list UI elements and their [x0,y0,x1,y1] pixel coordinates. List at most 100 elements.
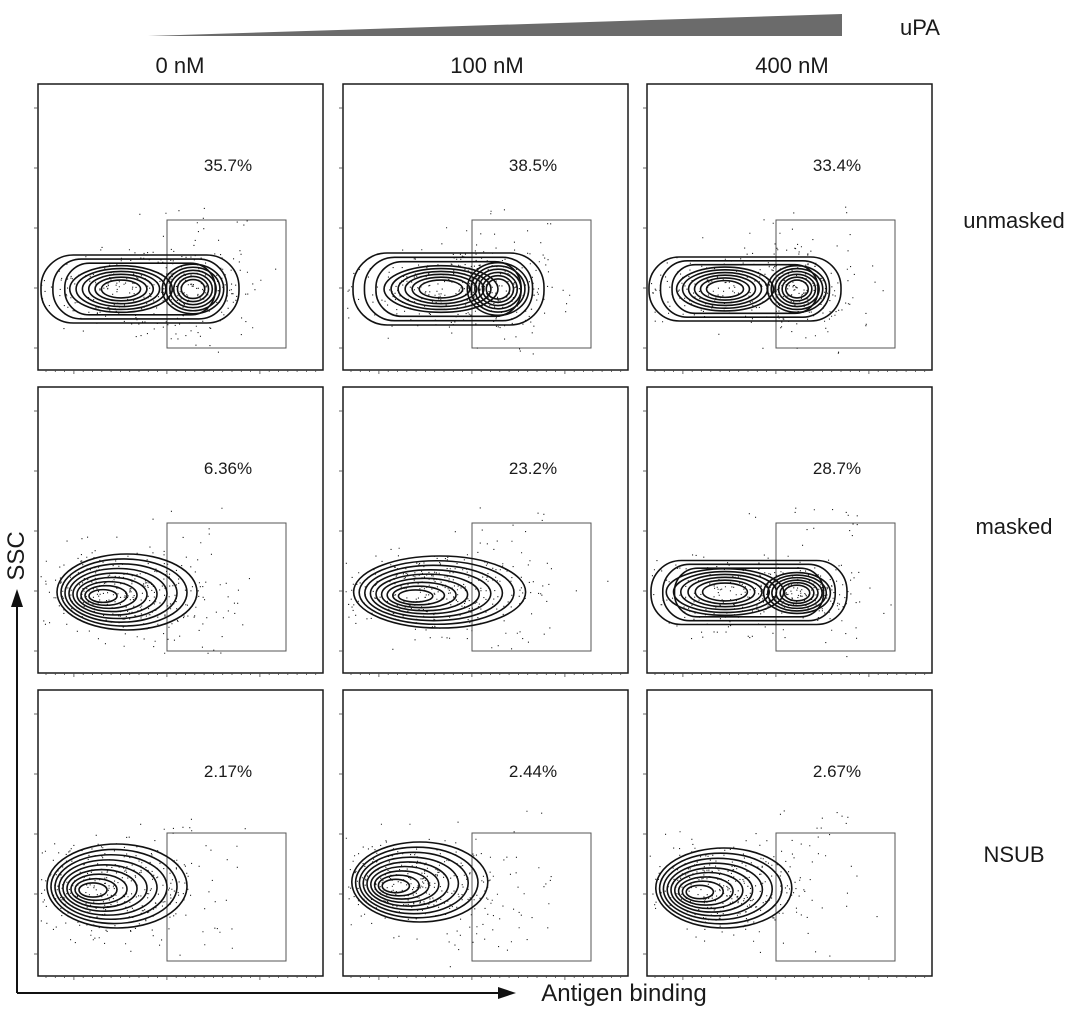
contour-ring [781,276,813,302]
y-axis-label: SSC [3,531,30,580]
contour-ring [381,878,411,894]
event-dot-cloud [347,209,571,355]
axis-ticks [339,107,622,374]
contour-envelope [659,260,831,318]
contour-ring [161,263,225,315]
contour-ring [777,273,817,305]
contour-ring [81,270,161,308]
panel-frame [342,386,629,674]
contour-ring [354,846,479,919]
contour-ring [176,275,210,303]
panel-frame [646,83,933,371]
contour-lines [648,256,842,322]
axis-ticks [643,107,926,374]
contour-ring [50,848,178,925]
contour-ring [62,864,148,912]
contour-ring [373,870,430,900]
contour-ring [180,278,206,300]
x-axis-label: Antigen binding [541,980,706,1007]
contour-ring [397,589,434,603]
contour-ring [675,266,775,312]
contour-ring [74,877,118,902]
contour-ring [466,261,530,317]
contour-envelope [63,262,217,316]
event-dots [40,507,250,654]
gate-box [166,832,287,962]
contour-ring [390,267,492,311]
contour-lines [650,559,848,626]
contour-ring [673,871,744,910]
contour-ring [418,279,464,299]
contour-ring [375,573,480,615]
contour-ring [766,264,828,314]
panel-frame [646,386,933,674]
contour-ring [66,868,138,909]
column-header-100nm: 100 nM [450,53,523,78]
contour-ring [58,859,158,916]
contour-ring [470,265,526,313]
contour-ring [172,272,214,306]
column-header-400nm: 400 nM [755,53,828,78]
contour-ring [363,564,504,622]
contour-ring [369,865,440,904]
contour-ring [705,279,745,299]
contour-ring [775,579,819,607]
axis-ticks [34,107,317,374]
axis-ticks [643,410,926,677]
panel-nsub-0nm: 2.17% [34,689,324,980]
contour-ring [687,576,763,608]
contour-ring [679,573,771,611]
row-label-unmasked: unmasked [963,208,1065,233]
contour-ring [666,862,764,917]
contour-envelope [52,258,228,320]
row-label-nsub: NSUB [983,842,1044,867]
gate-percent-label: 2.44% [509,762,557,781]
contour-envelope [673,567,825,618]
contour-lines [40,254,240,324]
contour-ring [766,574,828,612]
event-dot-cloud [40,507,250,654]
contour-lines [352,555,527,629]
panel-unmasked-0nm: 35.7% [34,83,324,374]
contour-lines [351,841,489,923]
contour-envelope [671,263,819,315]
gradient-label: uPA [900,15,940,40]
contour-ring [100,279,142,299]
contour-ring [411,276,471,302]
contour-ring [46,843,188,929]
contour-ring [352,555,527,629]
contour-ring [779,581,815,605]
contour-ring [88,588,118,604]
gate-box [775,832,896,962]
contour-ring [770,267,824,311]
gate-percent-label: 6.36% [204,459,252,478]
contour-ring [658,852,783,925]
contour-ring [169,269,217,309]
contour-ring [391,585,446,606]
contour-ring [87,273,155,305]
contour-lines [352,252,545,326]
contour-ring [397,270,485,308]
contour-ring [68,567,168,620]
panel-nsub-100nm: 2.44% [339,689,629,980]
contour-ring [701,582,749,602]
column-header-0nm: 0 nM [156,53,205,78]
contour-ring [774,270,820,308]
x-axis-arrowhead [498,987,516,999]
contour-ring [351,841,489,923]
gate-percent-label: 2.67% [813,762,861,781]
contour-ring [383,264,499,314]
panel-unmasked-400nm: 33.4% [643,83,933,374]
gate-percent-label: 28.7% [813,459,861,478]
gate-percent-label: 35.7% [204,156,252,175]
contour-ring [685,884,715,900]
contour-ring [56,553,198,631]
axis-ticks [643,713,926,980]
contour-ring [762,571,832,615]
axis-ticks [339,410,622,677]
contour-ring [76,576,148,613]
row-label-masked: masked [975,514,1052,539]
contour-ring [358,851,470,915]
contour-ring [380,577,469,612]
